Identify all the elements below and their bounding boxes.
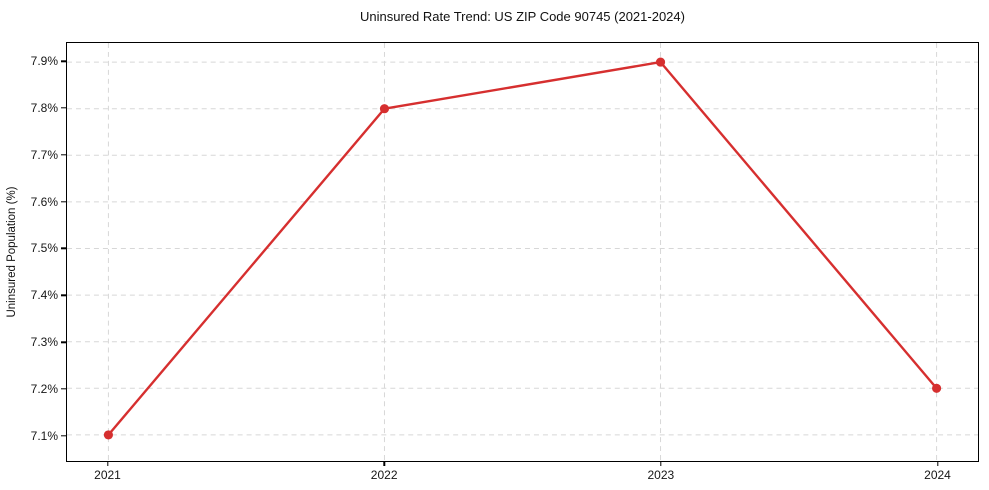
y-tick-mark bbox=[61, 388, 66, 390]
plot-area bbox=[66, 42, 979, 462]
y-tick-mark bbox=[61, 294, 66, 296]
y-tick-label: 7.7% bbox=[30, 147, 58, 162]
y-tick-mark bbox=[61, 247, 66, 250]
x-tick-label: 2021 bbox=[94, 468, 121, 482]
x-tick-label: 2024 bbox=[924, 468, 951, 482]
data-point-marker bbox=[932, 383, 942, 393]
x-tick-mark bbox=[936, 461, 939, 466]
data-point-marker bbox=[103, 430, 113, 440]
data-point-marker bbox=[379, 104, 390, 114]
y-tick-label: 7.9% bbox=[30, 54, 58, 69]
chart-title: Uninsured Rate Trend: US ZIP Code 90745 … bbox=[360, 9, 685, 24]
line-chart-canvas bbox=[67, 43, 978, 461]
data-point-marker bbox=[655, 57, 666, 67]
x-tick-label: 2023 bbox=[647, 468, 675, 482]
y-tick-mark bbox=[61, 200, 66, 203]
y-tick-label: 7.3% bbox=[30, 335, 58, 350]
y-tick-label: 7.6% bbox=[30, 194, 58, 209]
y-tick-mark bbox=[61, 435, 66, 437]
x-tick-mark bbox=[660, 461, 662, 466]
trend-line bbox=[107, 60, 938, 437]
x-tick-mark bbox=[106, 461, 109, 466]
y-tick-mark bbox=[61, 154, 66, 156]
x-tick-mark bbox=[383, 461, 385, 466]
y-tick-label: 7.2% bbox=[30, 381, 58, 396]
y-tick-mark bbox=[61, 107, 66, 109]
y-tick-label: 7.8% bbox=[30, 101, 58, 116]
y-tick-label: 7.1% bbox=[30, 428, 58, 443]
y-tick-label: 7.4% bbox=[30, 288, 58, 303]
y-tick-mark bbox=[61, 341, 66, 343]
x-tick-label: 2022 bbox=[370, 468, 398, 482]
y-tick-mark bbox=[61, 60, 66, 62]
y-tick-label: 7.5% bbox=[30, 241, 58, 256]
